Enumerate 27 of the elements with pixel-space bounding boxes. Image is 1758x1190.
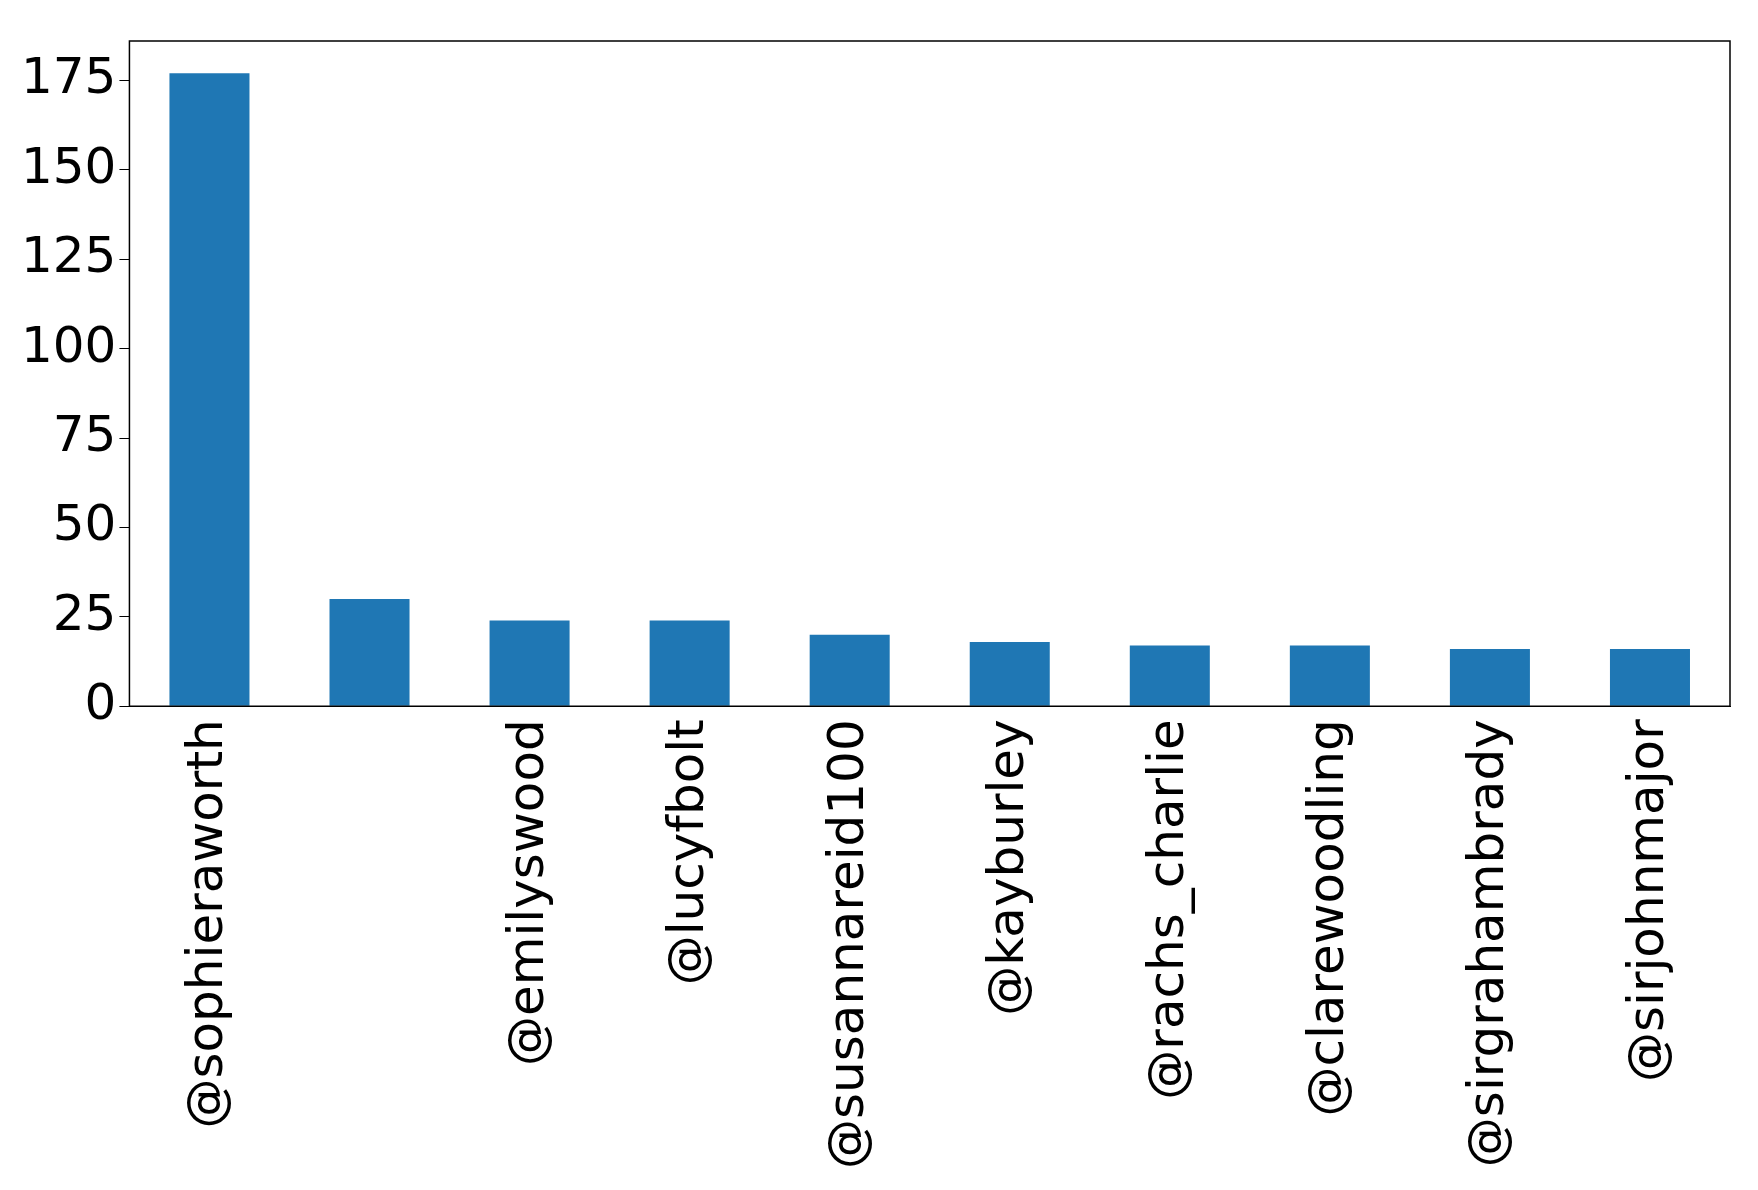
y-tick-label: 75: [52, 405, 117, 463]
bar: [169, 73, 250, 706]
bar: [1449, 649, 1530, 706]
x-tick-label: @emilyswood: [496, 719, 555, 1066]
bar: [489, 620, 570, 706]
y-tick-label: 125: [21, 226, 117, 285]
x-tick-label: @clarewoodling: [1296, 719, 1355, 1117]
x-tick-label: @kayburley: [976, 719, 1035, 1016]
bar: [1129, 645, 1210, 706]
x-tick-label: @sirgrahambrady: [1456, 719, 1515, 1168]
x-tick-label: @sirjohnmajor: [1616, 718, 1675, 1083]
x-tick-label: @rachs_charlie: [1136, 719, 1195, 1100]
y-tick-label: 25: [52, 583, 117, 642]
x-tick-label: @sophieraworth: [176, 719, 235, 1129]
bar: [329, 598, 410, 706]
y-tick-label: 100: [21, 315, 117, 374]
x-tick-label: @susannareid100: [816, 719, 875, 1169]
bar: [649, 620, 730, 706]
bar: [1289, 645, 1370, 706]
bar: [969, 641, 1050, 706]
y-tick-label: 175: [21, 47, 117, 106]
y-tick-label: 150: [21, 136, 117, 195]
bar: [1609, 649, 1690, 706]
y-tick-label: 50: [52, 494, 117, 553]
bar: [809, 634, 890, 706]
x-tick-label: @lucyfbolt: [656, 719, 715, 986]
y-tick-label: 0: [84, 673, 117, 732]
